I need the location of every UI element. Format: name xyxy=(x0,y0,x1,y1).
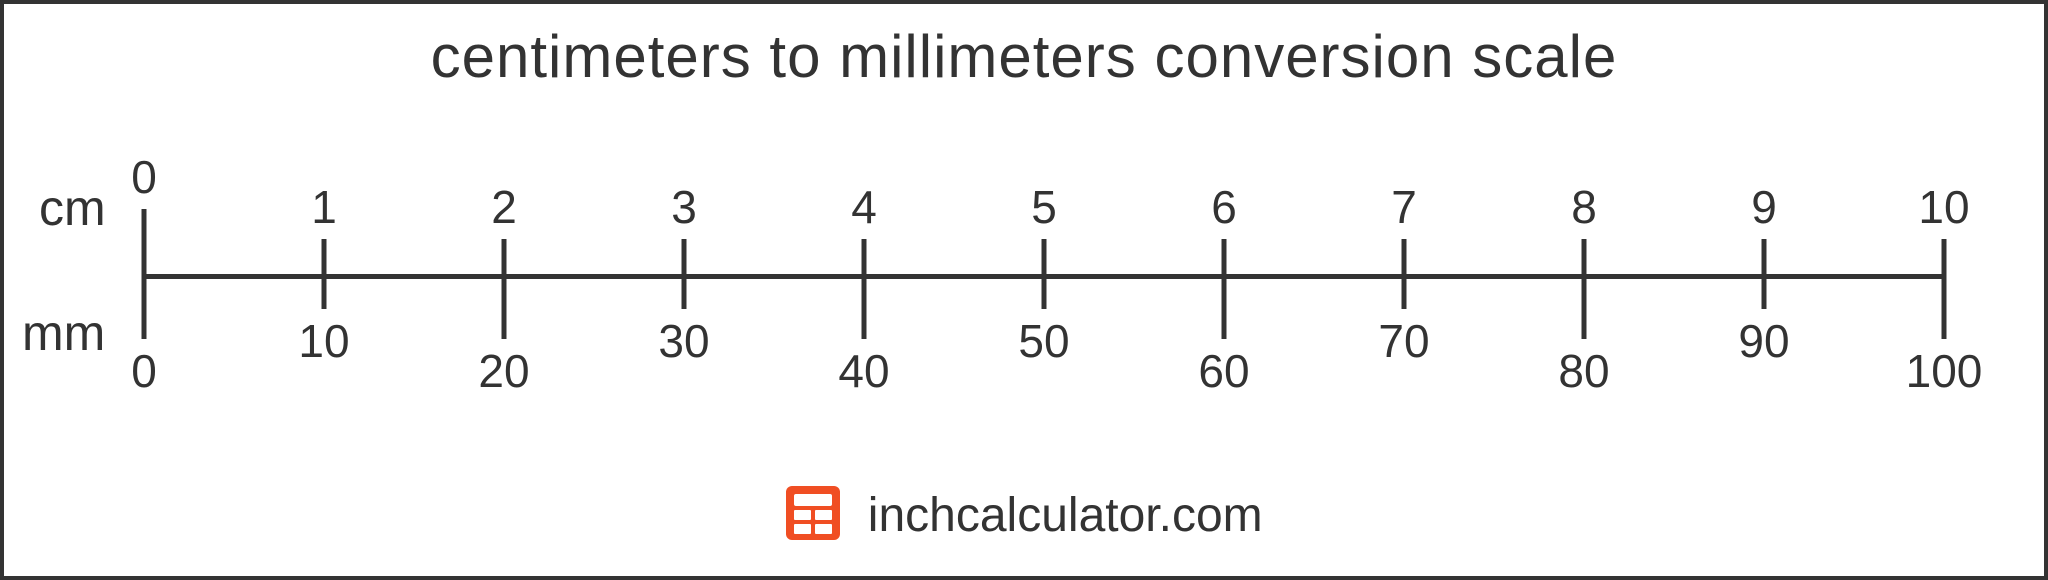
mm-tick xyxy=(502,274,507,339)
cm-tick-label: 7 xyxy=(1391,180,1417,234)
unit-label-cm: cm xyxy=(39,179,106,237)
mm-tick-label: 60 xyxy=(1198,344,1249,398)
cm-tick xyxy=(1942,239,1947,274)
cm-tick xyxy=(1402,239,1407,274)
mm-tick xyxy=(142,274,147,339)
mm-tick-label: 50 xyxy=(1018,314,1069,368)
cm-tick xyxy=(1582,239,1587,274)
footer-site: inchcalculator.com xyxy=(868,488,1263,543)
cm-tick-label: 5 xyxy=(1031,180,1057,234)
mm-tick xyxy=(1222,274,1227,339)
cm-tick-label: 4 xyxy=(851,180,877,234)
mm-tick xyxy=(682,274,687,309)
cm-tick-label: 9 xyxy=(1751,180,1777,234)
mm-tick-label: 0 xyxy=(131,344,157,398)
mm-tick xyxy=(1582,274,1587,339)
mm-tick-label: 70 xyxy=(1378,314,1429,368)
scale-frame: centimeters to millimeters conversion sc… xyxy=(0,0,2048,580)
mm-tick-label: 20 xyxy=(478,344,529,398)
mm-tick-label: 90 xyxy=(1738,314,1789,368)
cm-tick xyxy=(322,239,327,274)
cm-tick xyxy=(1222,239,1227,274)
calculator-grid-icon xyxy=(785,485,841,546)
scale-title: centimeters to millimeters conversion sc… xyxy=(4,22,2044,91)
cm-tick-label: 0 xyxy=(131,150,157,204)
cm-tick xyxy=(682,239,687,274)
cm-tick-label: 8 xyxy=(1571,180,1597,234)
cm-tick-label: 3 xyxy=(671,180,697,234)
mm-tick-label: 30 xyxy=(658,314,709,368)
mm-tick xyxy=(1942,274,1947,339)
mm-tick xyxy=(1402,274,1407,309)
mm-tick-label: 80 xyxy=(1558,344,1609,398)
cm-tick-label: 6 xyxy=(1211,180,1237,234)
mm-tick xyxy=(322,274,327,309)
mm-tick-label: 100 xyxy=(1906,344,1983,398)
cm-tick xyxy=(142,209,147,274)
mm-tick xyxy=(862,274,867,339)
unit-label-mm: mm xyxy=(22,304,105,362)
cm-tick-label: 2 xyxy=(491,180,517,234)
cm-tick xyxy=(1762,239,1767,274)
footer: inchcalculator.com xyxy=(4,485,2044,546)
cm-tick xyxy=(502,239,507,274)
mm-tick-label: 10 xyxy=(298,314,349,368)
cm-tick xyxy=(862,239,867,274)
mm-tick-label: 40 xyxy=(838,344,889,398)
cm-tick-label: 10 xyxy=(1918,180,1969,234)
cm-tick xyxy=(1042,239,1047,274)
mm-tick xyxy=(1042,274,1047,309)
mm-tick xyxy=(1762,274,1767,309)
cm-tick-label: 1 xyxy=(311,180,337,234)
